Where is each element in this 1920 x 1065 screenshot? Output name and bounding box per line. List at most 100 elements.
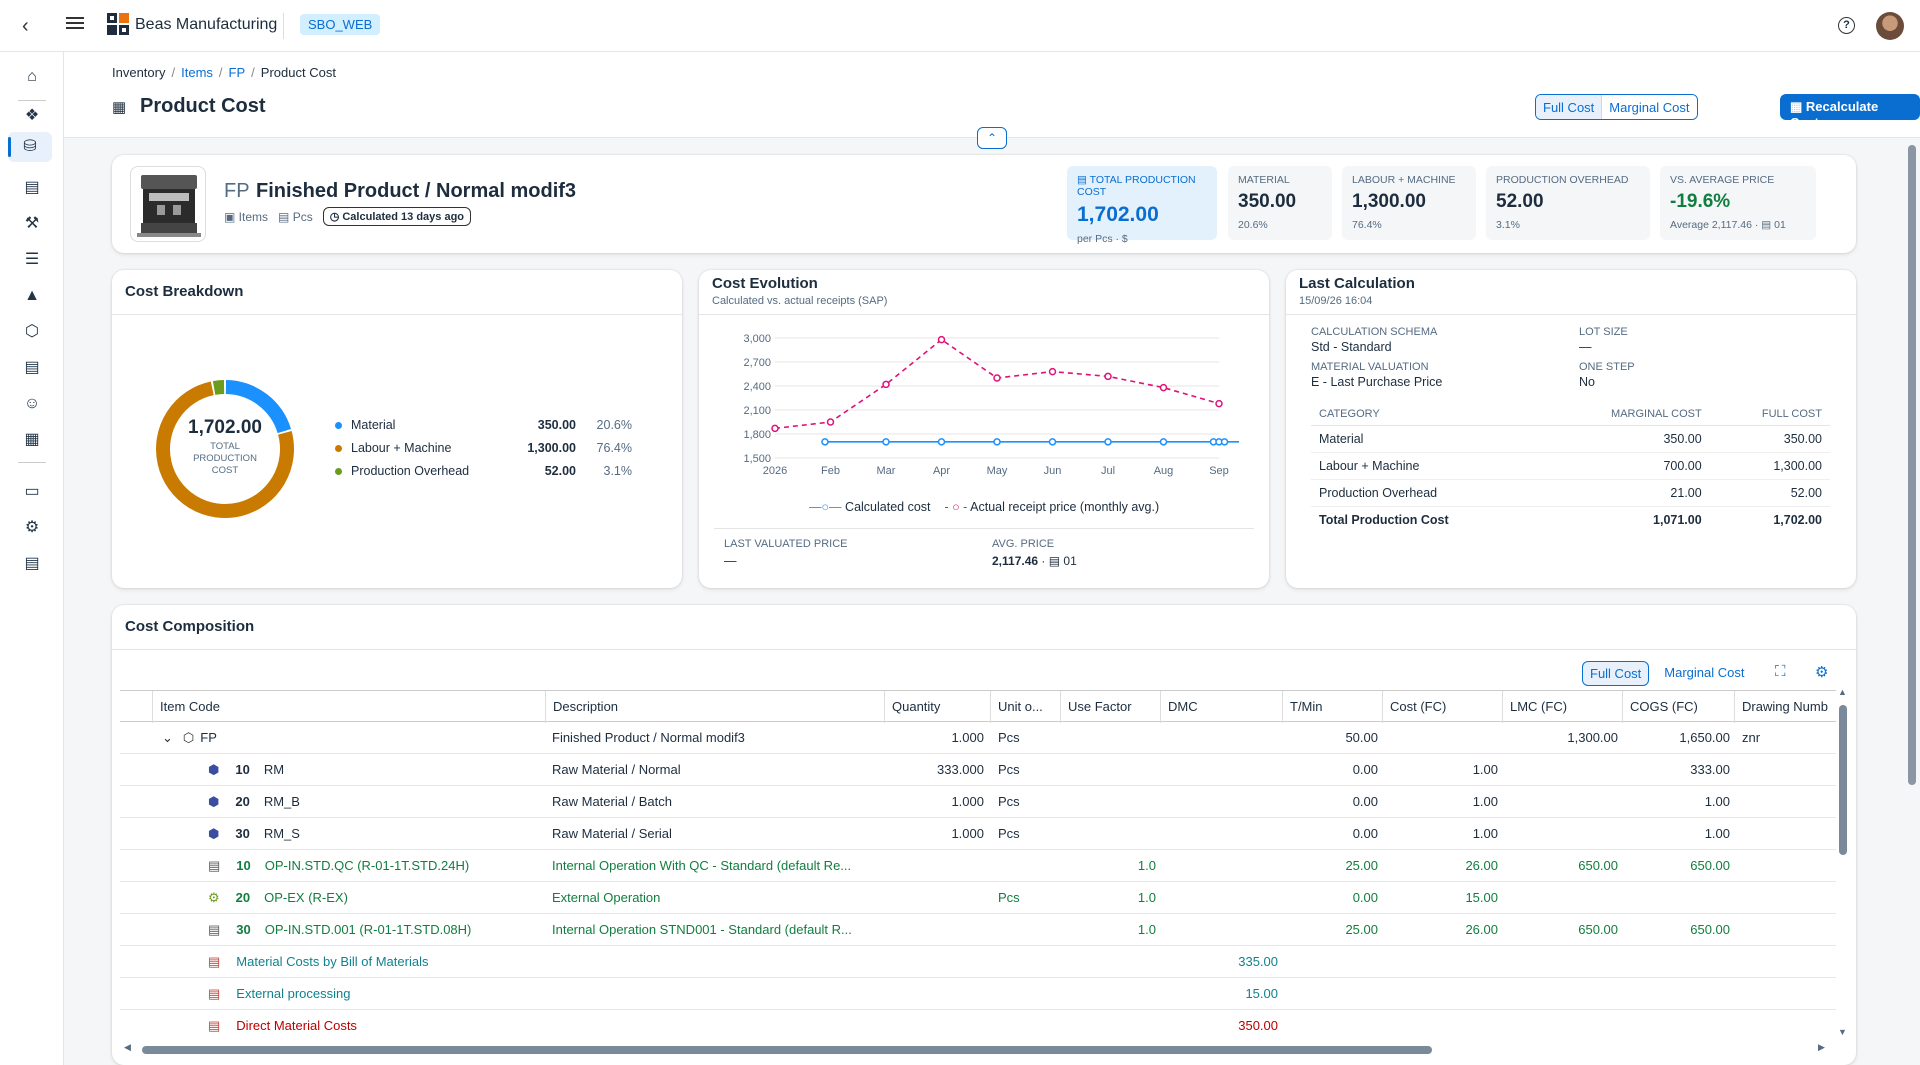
- cell-item-code-text[interactable]: Direct Material Costs: [236, 1018, 357, 1033]
- data-point[interactable]: [1104, 372, 1112, 381]
- breadcrumb-items[interactable]: Items: [181, 65, 213, 80]
- col-unit[interactable]: Unit o...: [990, 691, 1060, 723]
- col-use-factor[interactable]: Use Factor: [1060, 691, 1160, 723]
- row-full: 350.00: [1709, 425, 1830, 453]
- cell-unit: Pcs: [998, 730, 1020, 745]
- data-point[interactable]: [937, 335, 946, 344]
- scroll-down-icon[interactable]: ▼: [1838, 1027, 1847, 1037]
- data-point[interactable]: [1215, 399, 1223, 408]
- col-description[interactable]: Description: [545, 691, 885, 723]
- donut-slice-2[interactable]: [212, 380, 225, 395]
- table-row[interactable]: ⬢ 20 RM_B Raw Material / Batch 1.000 Pcs 0.00 1…: [120, 786, 1836, 818]
- row-category: Labour + Machine: [1311, 452, 1542, 480]
- page-scrollbar[interactable]: [1908, 145, 1916, 785]
- warning-icon[interactable]: ▲: [24, 287, 40, 304]
- data-point[interactable]: [826, 418, 835, 426]
- cell-dmc: [1160, 818, 1278, 850]
- cell-item-code-text[interactable]: External processing: [236, 986, 351, 1001]
- tools-icon[interactable]: ⚒: [24, 215, 40, 232]
- fullscreen-icon[interactable]: ⛶: [1775, 663, 1786, 680]
- help-icon[interactable]: ?: [1838, 17, 1855, 34]
- cell-use-factor: [1060, 1010, 1156, 1036]
- cost-icon[interactable]: ⛁: [8, 132, 52, 162]
- donut-slice-0[interactable]: [225, 380, 292, 434]
- data-point[interactable]: [1220, 438, 1229, 446]
- data-point[interactable]: [993, 438, 1001, 446]
- production-icon[interactable]: ▤: [24, 179, 40, 196]
- reports-icon[interactable]: ▤: [24, 555, 40, 572]
- table-row[interactable]: ▤ 10 OP-IN.STD.QC (R-01-1T.STD.24H) Interna…: [120, 850, 1836, 882]
- data-point[interactable]: [1159, 383, 1168, 392]
- composition-marginal-cost[interactable]: Marginal Cost: [1664, 665, 1745, 680]
- horizontal-scrollbar[interactable]: [142, 1046, 1432, 1054]
- data-point[interactable]: [1104, 438, 1112, 446]
- data-point[interactable]: [882, 438, 890, 446]
- items-icon[interactable]: ❖: [24, 107, 40, 124]
- data-point[interactable]: [937, 438, 946, 446]
- team-icon[interactable]: ☺: [23, 395, 41, 412]
- planning-icon[interactable]: ▦: [24, 431, 40, 448]
- table-row[interactable]: ⚙ 20 OP-EX (R-EX) External Operation Pcs 1.0 0…: [120, 882, 1836, 914]
- data-point[interactable]: [1048, 367, 1057, 376]
- cell-lmc-fc: 650.00: [1578, 922, 1618, 937]
- cell-quantity: 333.000: [937, 762, 984, 777]
- scroll-up-icon[interactable]: ▲: [1838, 687, 1847, 697]
- scroll-right-icon[interactable]: ▶: [1818, 1042, 1825, 1052]
- recalculate-cost-button[interactable]: ▦ Recalculate Cost: [1780, 94, 1920, 130]
- col-cogs-fc[interactable]: COGS (FC): [1622, 691, 1734, 723]
- data-point[interactable]: [771, 424, 779, 433]
- collapse-header-button[interactable]: ⌃: [977, 127, 1007, 149]
- data-point[interactable]: [993, 374, 1001, 382]
- col-tmin[interactable]: T/Min: [1282, 691, 1382, 723]
- settings-icon[interactable]: ⚙: [24, 519, 40, 536]
- data-point[interactable]: [1159, 438, 1168, 446]
- cell-cost-fc: [1382, 978, 1498, 1010]
- vertical-scrollbar[interactable]: [1839, 705, 1847, 855]
- table-row[interactable]: ▤ Direct Material Costs 350.00: [120, 1010, 1836, 1036]
- back-icon[interactable]: ‹: [22, 15, 29, 37]
- table-row[interactable]: ▤ External processing 15.00: [120, 978, 1836, 1010]
- col-quantity[interactable]: Quantity: [884, 691, 990, 723]
- cell-use-factor: 1.0: [1137, 858, 1156, 873]
- breadcrumb-fp[interactable]: FP: [228, 65, 246, 80]
- y-tick-label: 3,000: [743, 333, 771, 345]
- document-icon[interactable]: ▤: [24, 359, 40, 376]
- avatar[interactable]: [1876, 12, 1904, 40]
- cell-dmc: [1160, 850, 1278, 882]
- table-row[interactable]: ⌄ ⬡ FP Finished Product / Normal modif3 1.00…: [120, 722, 1836, 754]
- kpi-material: Material 350.00 20.6%: [1228, 166, 1332, 240]
- scroll-left-icon[interactable]: ◀: [124, 1042, 131, 1052]
- tasks-icon[interactable]: ☰: [24, 251, 40, 268]
- company-name[interactable]: Beas Manufacturing: [135, 16, 278, 33]
- settings-icon[interactable]: ⚙: [1815, 664, 1829, 681]
- unit-of-measure: ▤ Pcs: [278, 210, 313, 224]
- table-row[interactable]: ▤ 30 OP-IN.STD.001 (R-01-1T.STD.08H) Intern…: [120, 914, 1836, 946]
- cell-unit: Pcs: [998, 890, 1020, 905]
- full-cost-toggle[interactable]: Full Cost: [1536, 95, 1603, 119]
- nav-divider: [18, 462, 46, 463]
- chevron-down-icon[interactable]: ⌄: [162, 730, 173, 745]
- composition-full-cost[interactable]: Full Cost: [1582, 661, 1650, 686]
- table-row[interactable]: ⬢ 30 RM_S Raw Material / Serial 1.000 Pcs 0.00…: [120, 818, 1836, 850]
- table-row[interactable]: ⬢ 10 RM Raw Material / Normal 333.000 Pcs 0.00…: [120, 754, 1836, 786]
- data-point[interactable]: [821, 438, 829, 446]
- package-icon[interactable]: ⬡: [25, 323, 39, 340]
- calculator-icon: ▦: [112, 99, 127, 116]
- col-drawing-number[interactable]: Drawing Numb: [1734, 691, 1836, 723]
- col-lmc-fc[interactable]: LMC (FC): [1502, 691, 1622, 723]
- col-dmc[interactable]: DMC: [1160, 691, 1282, 723]
- table-row[interactable]: ▤ Material Costs by Bill of Materials 335.…: [120, 946, 1836, 978]
- cell-dmc: [1160, 914, 1278, 946]
- donut-slice-1[interactable]: [156, 381, 294, 518]
- cell-tmin: [1282, 1010, 1378, 1036]
- col-item-code[interactable]: Item Code: [152, 691, 560, 723]
- data-point[interactable]: [1048, 438, 1057, 446]
- cell-item-code-text[interactable]: Material Costs by Bill of Materials: [236, 954, 429, 969]
- marginal-cost-toggle[interactable]: Marginal Cost: [1602, 95, 1697, 119]
- cell-quantity: [884, 882, 984, 914]
- home-icon[interactable]: ⌂: [27, 68, 37, 85]
- data-point[interactable]: [882, 380, 890, 389]
- devices-icon[interactable]: ▭: [24, 483, 40, 500]
- hamburger-menu-icon[interactable]: [66, 14, 84, 32]
- col-cost-fc[interactable]: Cost (FC): [1382, 691, 1502, 723]
